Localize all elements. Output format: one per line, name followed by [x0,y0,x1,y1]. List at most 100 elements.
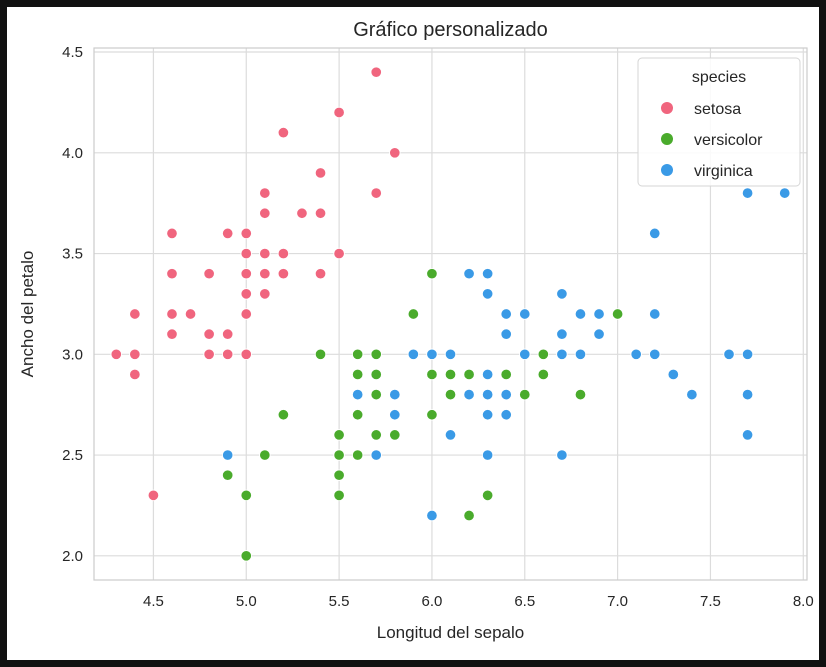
legend-label: setosa [694,101,741,118]
data-point [240,288,253,300]
data-point [481,267,494,280]
data-point [519,388,531,401]
data-point [221,328,234,340]
x-axis-label: Longitud del sepalo [377,623,524,642]
data-point [221,449,234,461]
data-point [314,267,327,280]
data-point [574,308,587,320]
data-point [574,348,587,361]
x-tick-label: 5.0 [236,593,257,610]
data-point [240,308,253,320]
data-point [444,429,457,441]
data-point [259,449,271,461]
y-tick-label: 3.5 [62,246,83,263]
data-point [351,348,364,361]
legend-label: versicolor [694,132,763,149]
data-point [481,489,494,502]
data-point [370,66,382,78]
data-point [129,308,141,320]
data-point [240,489,253,502]
legend-item-virginica: virginica [661,163,753,180]
data-point [333,247,345,260]
plot-area [93,47,808,581]
data-point [444,348,457,361]
legend-box [637,57,801,187]
data-point [240,247,253,260]
data-point [333,489,345,502]
data-point [389,409,401,421]
data-point [648,308,661,320]
data-point [407,308,420,320]
data-point [426,509,438,522]
data-point [221,469,234,481]
data-point [240,227,253,240]
data-point [519,308,531,320]
data-point [314,167,327,179]
data-point [166,328,178,340]
data-point [333,469,345,481]
data-point [184,308,197,320]
data-point [129,368,141,381]
data-point [370,429,382,441]
data-point [147,489,160,502]
data-point [296,207,308,219]
data-point [574,388,587,401]
data-point [593,308,605,320]
data-point [648,227,661,240]
data-point [370,187,382,199]
x-tick-label: 8.0 [793,593,814,610]
legend-item-versicolor: versicolor [661,132,763,149]
data-point [166,227,178,240]
legend-marker [661,102,673,114]
data-point [240,550,253,562]
data-point [389,147,401,159]
chart-title: Gráfico personalizado [353,19,548,41]
data-point [407,348,420,361]
data-point [166,267,178,280]
data-point [556,288,568,300]
data-point [537,348,550,361]
series-virginica [221,187,791,522]
series-setosa [110,66,401,502]
data-point [481,388,494,401]
data-point [370,449,382,461]
data-point [741,187,754,199]
data-point [221,348,234,361]
data-point [259,187,271,199]
data-point [741,429,754,441]
data-point [481,288,494,300]
data-point [593,328,605,340]
data-point [500,409,512,421]
data-point [648,348,661,361]
data-point [370,348,382,361]
legend: species setosa versicolor virginica [637,57,801,187]
data-point [500,328,512,340]
x-tick-label: 5.5 [329,593,350,610]
data-point [686,388,698,401]
legend-marker [661,164,673,176]
legend-items: setosa versicolor virginica [661,101,763,180]
data-point [500,308,512,320]
data-point [203,328,215,340]
data-point [519,348,531,361]
data-point [203,348,215,361]
data-point [500,388,512,401]
x-tick-label: 7.0 [607,593,628,610]
data-point [166,308,178,320]
legend-item-setosa: setosa [661,101,741,118]
data-point [259,267,271,280]
data-point [463,368,475,381]
data-point [611,308,624,320]
data-point [277,247,290,260]
data-point [221,227,234,240]
data-point [351,409,364,421]
data-point [481,409,494,421]
data-point [630,348,642,361]
data-point [259,207,271,219]
x-tick-label: 4.5 [143,593,164,610]
data-point [667,368,680,381]
scatter-chart: 4.5 5.0 5.5 6.0 6.5 7.0 7.5 8.0 2.0 2.5 3.0 3.5 4.0… [18,19,814,642]
chart-figure: 4.5 5.0 5.5 6.0 6.5 7.0 7.5 8.0 2.0 2.5 3.0 3.5 4.0… [7,7,819,660]
y-tick-label: 3.0 [62,346,83,363]
data-point [240,348,253,361]
